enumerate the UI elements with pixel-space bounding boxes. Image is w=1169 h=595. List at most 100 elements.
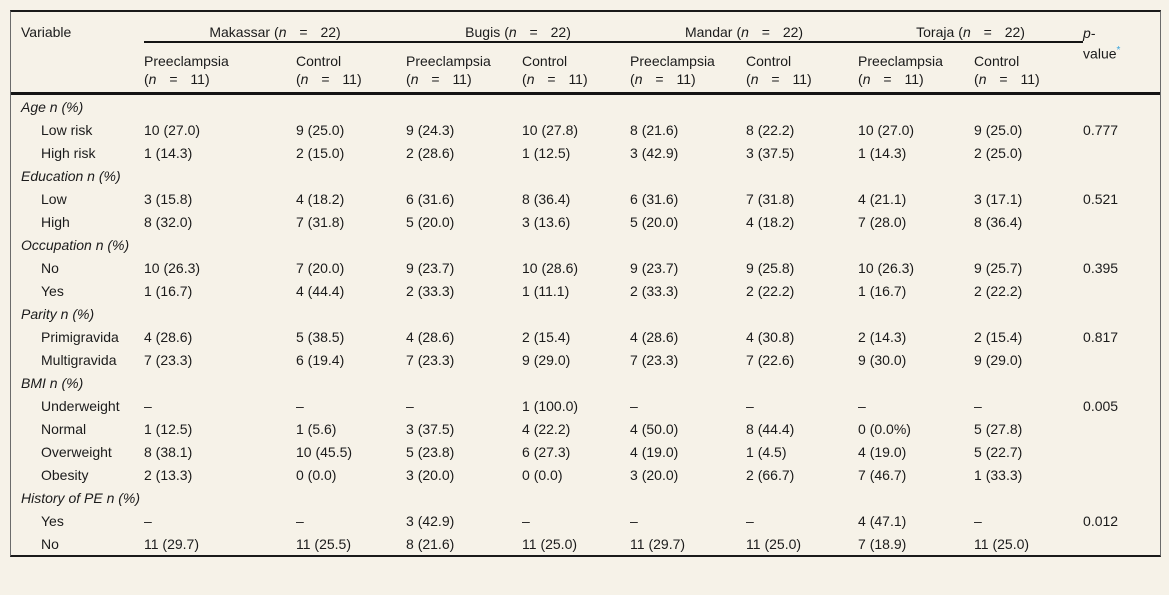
table-row: Occupation n (%): [11, 233, 1160, 256]
table-row: Age n (%): [11, 94, 1160, 119]
p-value-cell: [1083, 141, 1160, 164]
group-name: Makassar: [209, 24, 271, 40]
cell-value: 3 (15.8): [144, 190, 193, 207]
p-value-cell: [1083, 486, 1160, 509]
subgroup-n-label: (n = 11): [858, 71, 924, 87]
cell-value: 10 (26.3): [144, 259, 201, 276]
cell-value: 10 (27.0): [144, 121, 201, 138]
cell-value: –: [296, 397, 304, 414]
cell-value: 4 (28.6): [406, 328, 455, 345]
cell-value: 3 (37.5): [406, 420, 455, 437]
p-value-cell: [1083, 348, 1160, 371]
table-row: No 11 (29.7) 11 (25.5) 8 (21.6) 11 (25.0) 11 …: [11, 532, 1160, 555]
cell-value: [630, 94, 746, 119]
row-label: High: [41, 213, 70, 230]
column-header-pvalue: p- value*: [1083, 12, 1161, 95]
demographics-table: Variable Makassar (n = 22) Bugis (n = 22) Ma…: [10, 10, 1161, 557]
p-value-cell: 0.395: [1083, 259, 1119, 276]
subgroup-n-label: (n = 11): [522, 71, 588, 87]
cell-value: 2 (15.4): [522, 328, 571, 345]
group-n-label: (n = 22): [958, 24, 1025, 40]
cell-value: 2 (15.4): [974, 328, 1023, 345]
subgroup-name: Control: [296, 53, 342, 69]
p-value-cell: 0.012: [1083, 512, 1119, 529]
cell-value: –: [144, 397, 152, 414]
subgroup-name: Preeclampsia: [144, 53, 229, 69]
cell-value: 0 (0.0): [296, 466, 337, 483]
cell-value: –: [858, 397, 866, 414]
p-value-cell: [1083, 532, 1160, 555]
cell-value: 11 (25.5): [296, 535, 351, 552]
cell-value: 3 (42.9): [406, 512, 455, 529]
subgroup-n-label: (n = 11): [296, 71, 362, 87]
row-label: Yes: [41, 282, 64, 299]
subgroup-n-label: (n = 11): [406, 71, 472, 87]
p-value-cell: [1083, 233, 1160, 256]
cell-value: 1 (14.3): [144, 144, 193, 161]
cell-value: 0 (0.0%): [858, 420, 911, 437]
p-value-cell: [1083, 210, 1160, 233]
group-name: Mandar: [684, 24, 733, 40]
cell-value: 9 (25.0): [974, 121, 1023, 138]
cell-value: 11 (25.0): [974, 535, 1030, 552]
subgroup-n-label: (n = 11): [974, 71, 1040, 87]
cell-value: 9 (29.0): [974, 351, 1023, 368]
group-n-label: (n = 22): [736, 24, 804, 40]
cell-value: 4 (47.1): [858, 512, 907, 529]
cell-value: 11 (29.7): [630, 535, 686, 552]
table-row: History of PE n (%): [11, 486, 1160, 509]
cell-value: 9 (24.3): [406, 121, 455, 138]
row-label: Multigravida: [41, 351, 117, 368]
cell-value: [630, 486, 746, 509]
cell-value: 1 (12.5): [522, 144, 571, 161]
table-row: Parity n (%): [11, 302, 1160, 325]
cell-value: [974, 302, 1083, 325]
cell-value: 7 (31.8): [746, 190, 795, 207]
p-value-cell: 0.005: [1083, 397, 1119, 414]
cell-value: 0 (0.0): [522, 466, 563, 483]
cell-value: 10 (27.0): [858, 121, 915, 138]
cell-value: [144, 302, 296, 325]
table-row: Normal 1 (12.5) 1 (5.6) 3 (37.5) 4 (22.2) 4 (…: [11, 417, 1160, 440]
cell-value: 2 (13.3): [144, 466, 193, 483]
cell-value: 4 (21.1): [858, 190, 907, 207]
subgroup-name: Control: [974, 53, 1020, 69]
group-n-label: (n = 22): [504, 24, 571, 40]
cell-value: [974, 486, 1083, 509]
cell-value: 6 (31.6): [630, 190, 679, 207]
cell-value: 4 (18.2): [746, 213, 795, 230]
p-value-cell: [1083, 463, 1160, 486]
table-row: Primigravida 4 (28.6) 5 (38.5) 4 (28.6) 2 (1…: [11, 325, 1160, 348]
cell-value: 9 (23.7): [406, 259, 455, 276]
cell-value: –: [144, 512, 152, 529]
subgroup-header: Control (n = 11): [974, 42, 1084, 95]
cell-value: 7 (18.9): [858, 535, 907, 552]
subgroup-n-label: (n = 11): [746, 71, 812, 87]
cell-value: 5 (38.5): [296, 328, 345, 345]
p-value-cell: [1083, 164, 1160, 187]
subgroup-header: Control (n = 11): [746, 42, 859, 95]
footnote-asterisk[interactable]: *: [1116, 45, 1121, 56]
cell-value: [858, 94, 974, 119]
cell-value: 3 (17.1): [974, 190, 1023, 207]
cell-value: 1 (5.6): [296, 420, 337, 437]
cell-value: [522, 486, 630, 509]
table-row: Yes 1 (16.7) 4 (44.4) 2 (33.3) 1 (11.1) 2 (33…: [11, 279, 1160, 302]
cell-value: –: [630, 512, 638, 529]
cell-value: 8 (38.1): [144, 443, 193, 460]
cell-value: [522, 233, 630, 256]
cell-value: [630, 371, 746, 394]
pvalue-p-text: p: [1083, 25, 1091, 41]
cell-value: 1 (16.7): [144, 282, 193, 299]
cell-value: [144, 371, 296, 394]
table-row: No 10 (26.3) 7 (20.0) 9 (23.7) 10 (28.6) 9 (2…: [11, 256, 1160, 279]
subgroup-name: Preeclampsia: [406, 53, 491, 69]
group-header-bugis: Bugis (n = 22): [406, 12, 631, 43]
cell-value: [746, 164, 858, 187]
cell-value: 3 (13.6): [522, 213, 571, 230]
cell-value: [296, 94, 406, 119]
p-value-cell: 0.777: [1083, 121, 1119, 138]
subgroup-header: Control (n = 11): [296, 42, 407, 95]
table-row: High 8 (32.0) 7 (31.8) 5 (20.0) 3 (13.6) 5 (2…: [11, 210, 1160, 233]
row-label: No: [41, 259, 59, 276]
